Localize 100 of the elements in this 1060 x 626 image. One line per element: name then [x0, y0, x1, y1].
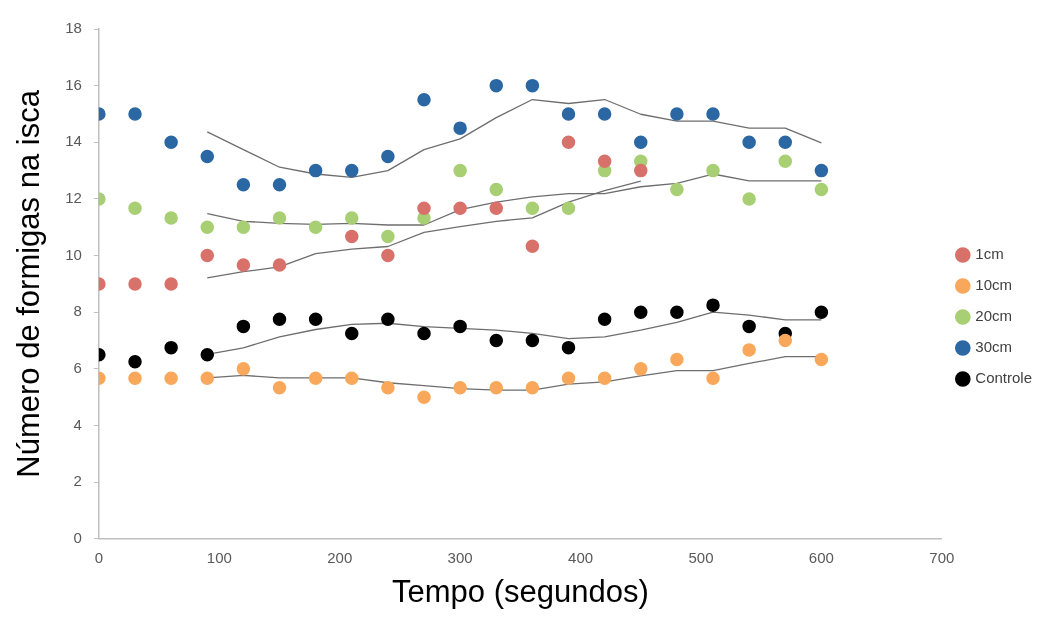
- point: [814, 305, 829, 319]
- legend-label: 1cm: [975, 245, 1004, 263]
- y-tick-label: 2: [73, 472, 82, 490]
- point: [561, 201, 576, 216]
- point: [489, 78, 504, 93]
- y-tick-label: 16: [65, 75, 82, 93]
- point: [706, 371, 720, 385]
- point: [308, 220, 323, 235]
- point: [489, 333, 504, 348]
- point: [345, 211, 359, 225]
- point: [634, 362, 648, 376]
- point: [670, 352, 684, 367]
- y-tick-label: 10: [65, 245, 82, 263]
- point: [128, 355, 142, 369]
- point: [634, 163, 648, 178]
- legend-label: 20cm: [975, 307, 1012, 325]
- point: [561, 135, 576, 150]
- point: [345, 163, 359, 178]
- point: [706, 163, 720, 178]
- point: [778, 333, 793, 348]
- legend-label: 30cm: [975, 338, 1012, 356]
- point: [453, 121, 467, 135]
- point: [200, 248, 215, 263]
- point: [417, 201, 431, 216]
- point: [453, 201, 467, 216]
- point: [525, 201, 540, 216]
- point: [561, 340, 576, 355]
- point: [200, 371, 215, 385]
- point: [128, 201, 142, 216]
- y-tick-label: 12: [65, 189, 82, 207]
- point: [236, 220, 251, 235]
- point: [272, 258, 287, 272]
- point: [742, 343, 756, 357]
- point: [525, 381, 540, 395]
- x-tick-label: 600: [808, 548, 834, 566]
- point: [778, 135, 793, 150]
- y-axis-title: Número de formigas na isca: [11, 89, 47, 478]
- point: [814, 352, 829, 367]
- y-tick-label: 0: [73, 528, 82, 546]
- point: [164, 277, 178, 291]
- point: [381, 149, 395, 164]
- point: [561, 371, 576, 385]
- legend-label: Controle: [975, 369, 1033, 387]
- point: [417, 93, 431, 107]
- point: [164, 135, 178, 150]
- point: [742, 319, 756, 334]
- point: [706, 107, 720, 121]
- point: [525, 333, 540, 348]
- x-tick-label: 200: [327, 548, 353, 566]
- point: [345, 371, 359, 385]
- y-tick-label: 18: [65, 19, 82, 37]
- point: [164, 340, 178, 355]
- point: [778, 154, 793, 169]
- y-tick-label: 14: [65, 132, 82, 150]
- point: [597, 312, 612, 327]
- point: [381, 248, 395, 263]
- point: [814, 182, 829, 197]
- point: [272, 381, 287, 395]
- point: [670, 107, 684, 121]
- point: [200, 347, 215, 362]
- point: [634, 135, 648, 150]
- point: [345, 229, 359, 244]
- point: [814, 163, 829, 178]
- y-tick-label: 8: [73, 302, 82, 320]
- point: [272, 211, 287, 225]
- point: [489, 381, 504, 395]
- legend-label: 10cm: [975, 276, 1012, 294]
- point: [706, 298, 720, 312]
- point: [308, 312, 323, 327]
- x-axis-title: Tempo (segundos): [391, 573, 649, 609]
- y-tick-label: 4: [73, 415, 82, 433]
- point: [272, 178, 287, 192]
- point: [597, 154, 612, 169]
- point: [489, 182, 504, 197]
- y-tick-label: 6: [73, 359, 82, 377]
- point: [489, 201, 504, 216]
- point: [597, 371, 612, 385]
- point: [525, 78, 540, 93]
- point: [453, 163, 467, 178]
- point: [417, 326, 431, 341]
- point: [381, 312, 395, 327]
- point: [200, 149, 215, 164]
- point: [236, 362, 251, 376]
- point: [453, 381, 467, 395]
- point: [561, 107, 576, 121]
- point: [597, 107, 612, 121]
- x-tick-label: 700: [929, 548, 955, 566]
- point: [236, 258, 251, 272]
- point: [164, 371, 178, 385]
- point: [742, 135, 756, 150]
- x-tick-label: 500: [688, 548, 714, 566]
- point: [236, 178, 251, 192]
- point: [381, 229, 395, 244]
- point: [236, 319, 251, 334]
- point: [200, 220, 215, 235]
- x-tick-label: 0: [94, 548, 104, 566]
- point: [381, 381, 395, 395]
- point: [308, 163, 323, 178]
- point: [128, 107, 142, 121]
- point: [670, 305, 684, 319]
